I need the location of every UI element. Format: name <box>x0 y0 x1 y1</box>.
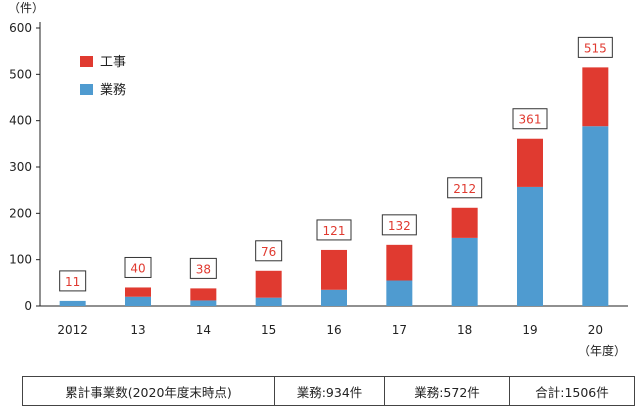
total-label-box <box>59 270 87 292</box>
summary-row: 累計事業数(2020年度末時点) 業務:934件 業務:572件 合計:1506… <box>22 376 635 406</box>
bar-segment <box>59 300 86 306</box>
bar-segment <box>451 207 478 238</box>
total-label: 132 <box>388 219 411 233</box>
x-tick-label: 14 <box>196 323 211 337</box>
summary-total-cell: 合計:1506件 <box>509 376 635 406</box>
total-label-box <box>512 108 548 130</box>
bar-segment <box>321 289 347 306</box>
total-label-box <box>447 177 483 199</box>
y-unit-label: （件） <box>8 1 44 15</box>
total-label: 121 <box>323 224 346 238</box>
x-tick-label: 16 <box>326 323 341 337</box>
bar-segment <box>190 288 217 301</box>
x-tick-label: 17 <box>392 323 407 337</box>
total-label: 212 <box>453 182 476 196</box>
bar-segment <box>386 280 413 306</box>
y-tick-label: 500 <box>9 67 32 81</box>
total-label-box <box>316 219 352 241</box>
chart-bars <box>59 67 609 306</box>
bar-segment <box>386 244 413 281</box>
x-tick-label: 15 <box>261 323 276 337</box>
total-label: 40 <box>130 261 145 275</box>
legend-swatch <box>80 56 93 67</box>
bar-segment <box>321 249 347 290</box>
bar-segment <box>517 186 543 306</box>
bar-segment <box>255 297 282 306</box>
x-tick-label: 13 <box>130 323 145 337</box>
total-label: 361 <box>519 113 542 127</box>
total-label-box <box>255 240 283 262</box>
bar-segment <box>190 300 217 306</box>
bar-chart: 0 100 200 300 400 500 600 （件） （年度） 2012 13 14 15 16 17… <box>8 1 628 358</box>
summary-work-cell: 業務:934件 <box>274 376 385 406</box>
y-tick-label: 600 <box>9 21 32 35</box>
y-tick-label: 400 <box>9 114 32 128</box>
bar-segment <box>517 138 543 187</box>
summary-construction-cell: 業務:572件 <box>384 376 510 406</box>
bar-segment <box>582 67 609 127</box>
legend-label: 工事 <box>100 55 126 70</box>
total-label-box <box>577 36 613 58</box>
total-label: 76 <box>261 245 276 259</box>
chart-axes: 0 100 200 300 400 500 600 （件） （年度） 2012 13 14 15 16 17… <box>8 1 628 358</box>
total-label-box <box>381 214 417 236</box>
y-tick-label: 0 <box>24 299 32 313</box>
total-label-box <box>124 256 152 278</box>
x-tick-label: 2012 <box>57 323 88 337</box>
bar-segment <box>451 237 478 306</box>
total-label-box <box>189 257 217 279</box>
chart-data-labels: 11 40 38 76 121 132 212 361 515 <box>59 36 613 292</box>
summary-table: 累計事業数(2020年度末時点) 業務:934件 業務:572件 合計:1506… <box>22 376 635 406</box>
y-tick-label: 300 <box>9 160 32 174</box>
x-unit-label: （年度） <box>578 343 626 358</box>
summary-label-cell: 累計事業数(2020年度末時点) <box>22 376 275 406</box>
bar-segment <box>255 270 282 298</box>
total-label: 515 <box>584 41 607 55</box>
x-tick-label: 19 <box>522 323 537 337</box>
x-tick-label: 20 <box>588 323 603 337</box>
legend-swatch <box>80 84 93 95</box>
bar-segment <box>125 296 151 306</box>
total-label: 38 <box>196 262 211 276</box>
y-tick-label: 200 <box>9 206 32 220</box>
bar-segment <box>125 287 151 297</box>
bar-segment <box>582 126 609 306</box>
total-label: 11 <box>65 275 80 289</box>
legend-label: 業務 <box>100 82 126 98</box>
y-tick-label: 100 <box>9 253 32 267</box>
x-tick-label: 18 <box>457 323 472 337</box>
